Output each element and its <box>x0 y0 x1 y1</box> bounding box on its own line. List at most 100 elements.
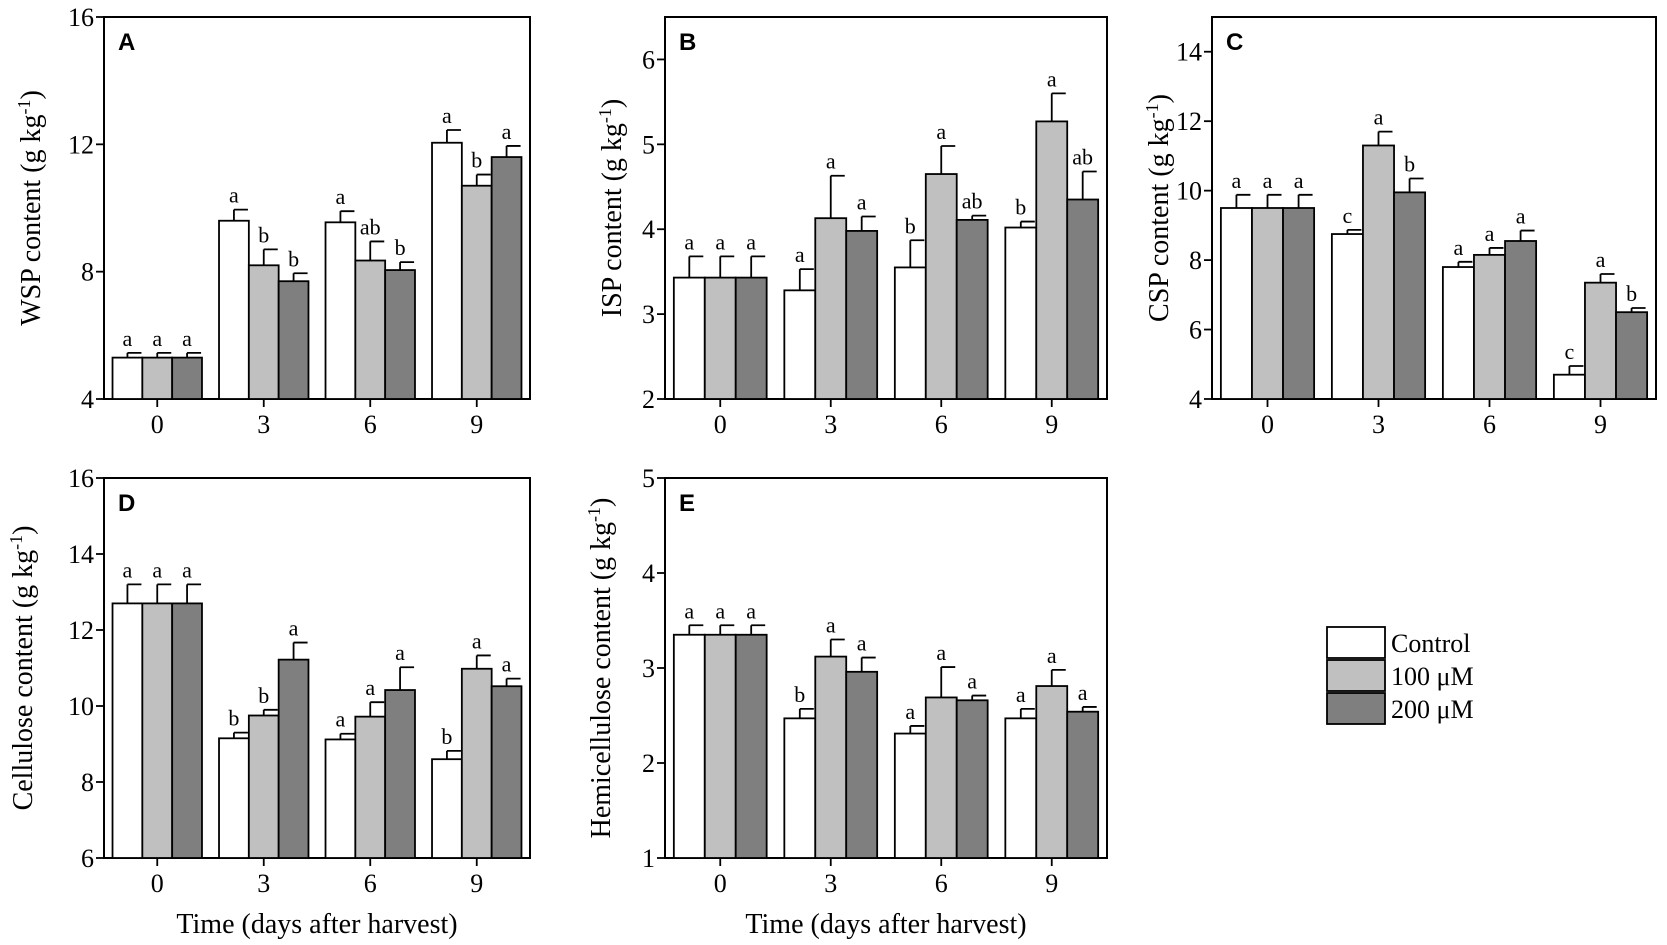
x-tick-label-a: 0 <box>151 410 164 439</box>
significance-letter-d: a <box>365 675 375 700</box>
bar-control-a <box>111 356 144 400</box>
error-bar-control-d <box>339 732 355 740</box>
significance-letter-a: a <box>229 183 239 208</box>
bar-control-e <box>893 732 927 859</box>
significance-letter-d: a <box>289 616 299 641</box>
error-bar-control-e <box>688 624 704 635</box>
bar-100um-a <box>247 264 280 400</box>
error-bar-100um-c <box>1377 130 1393 146</box>
error-bar-100um-b <box>940 145 956 175</box>
error-bar-100um-c <box>1266 193 1282 208</box>
x-tick-label-d: 6 <box>364 869 377 898</box>
error-bar-100um-a <box>262 248 278 266</box>
significance-letter-e: a <box>857 631 867 656</box>
error-bar-100um-b <box>719 255 735 278</box>
error-bar-control-a <box>339 210 355 223</box>
error-bar-control-c <box>1235 193 1251 208</box>
significance-letter-a: a <box>336 184 346 209</box>
bar-200um-c <box>1615 311 1649 400</box>
y-tick-label-a: 8 <box>81 258 94 287</box>
significance-letter-d: a <box>123 557 133 582</box>
error-bar-200um-b <box>750 255 766 278</box>
legend-swatch-200um <box>1326 692 1386 725</box>
bar-control-b <box>672 276 706 400</box>
bar-100um-d <box>460 667 493 859</box>
y-tick-label-b: 2 <box>642 385 655 414</box>
significance-letter-e: a <box>1047 643 1057 668</box>
significance-letter-b: a <box>1047 66 1057 91</box>
bar-200um-d <box>384 689 416 859</box>
error-bar-100um-e <box>940 666 956 698</box>
bar-200um-b <box>734 276 768 400</box>
y-tick-label-c: 14 <box>1176 38 1202 67</box>
bar-200um-a <box>171 356 203 400</box>
bar-200um-a <box>277 280 310 400</box>
y-tick-label-c: 12 <box>1176 107 1202 136</box>
significance-letter-b: a <box>746 229 756 254</box>
error-bar-100um-e <box>829 638 845 657</box>
y-axis-title-e: Hemicellulose content (g kg-1) <box>584 498 617 839</box>
significance-letter-b: a <box>857 189 867 214</box>
bar-100um-b <box>1035 120 1069 400</box>
error-bar-100um-c <box>1599 273 1615 283</box>
y-tick-label-e: 3 <box>642 654 655 683</box>
significance-letter-c: b <box>1626 281 1637 306</box>
significance-letter-b: ab <box>1072 144 1093 169</box>
significance-letter-b: a <box>795 242 805 267</box>
error-bar-200um-e <box>971 694 987 701</box>
significance-letter-a: ab <box>360 214 381 239</box>
significance-letter-c: c <box>1565 339 1575 364</box>
error-bar-100um-b <box>829 174 845 219</box>
bar-200um-c <box>1393 191 1427 400</box>
bar-100um-a <box>460 184 493 400</box>
x-tick-label-b: 9 <box>1045 410 1058 439</box>
error-bar-control-b <box>798 268 814 291</box>
bar-control-c <box>1330 233 1364 400</box>
x-tick-label-b: 3 <box>824 410 837 439</box>
panel-letter-a: A <box>118 29 135 56</box>
bar-control-a <box>324 221 357 400</box>
error-bar-200um-e <box>750 624 766 635</box>
error-bar-100um-d <box>156 583 172 604</box>
y-axis-title-sup-c: -1 <box>1142 103 1162 118</box>
y-tick-label-d: 14 <box>68 540 94 569</box>
bar-200um-b <box>955 218 989 400</box>
error-bar-200um-b <box>860 215 876 231</box>
significance-letter-b: b <box>905 213 916 238</box>
legend-label-control: Control <box>1391 629 1470 658</box>
error-bar-200um-d <box>292 641 308 660</box>
y-tick-label-a: 12 <box>68 130 94 159</box>
significance-letter-e: a <box>684 598 694 623</box>
error-bar-200um-b <box>1081 170 1097 200</box>
plot-frame-b <box>664 16 1108 400</box>
bar-200um-a <box>490 156 523 400</box>
bar-200um-e <box>734 633 768 859</box>
y-axis-title-close-c: ) <box>1144 94 1175 103</box>
error-bar-100um-d <box>369 701 385 717</box>
significance-letter-b: a <box>684 229 694 254</box>
significance-letter-e: a <box>967 669 977 694</box>
bar-200um-d <box>277 658 310 859</box>
significance-letter-d: b <box>228 706 239 731</box>
x-tick-label-d: 9 <box>470 869 483 898</box>
y-axis-title-sup-d: -1 <box>6 535 26 550</box>
bar-200um-b <box>845 230 879 400</box>
significance-letter-b: a <box>936 119 946 144</box>
significance-letter-a: b <box>471 148 482 173</box>
bar-100um-d <box>247 714 280 859</box>
error-bar-200um-c <box>1297 193 1313 208</box>
error-bar-200um-c <box>1630 307 1646 313</box>
bar-100um-a <box>141 356 174 400</box>
error-bar-control-d <box>126 583 142 604</box>
x-tick-label-a: 3 <box>257 410 270 439</box>
bar-100um-e <box>703 633 737 859</box>
significance-letter-a: a <box>442 103 452 128</box>
error-bar-100um-d <box>475 654 491 669</box>
error-bar-control-b <box>688 255 704 278</box>
error-bar-control-e <box>798 707 814 719</box>
y-tick-label-b: 4 <box>642 215 655 244</box>
y-tick-label-e: 4 <box>642 559 655 588</box>
bar-100um-c <box>1362 144 1395 400</box>
significance-letter-c: a <box>1485 221 1495 246</box>
